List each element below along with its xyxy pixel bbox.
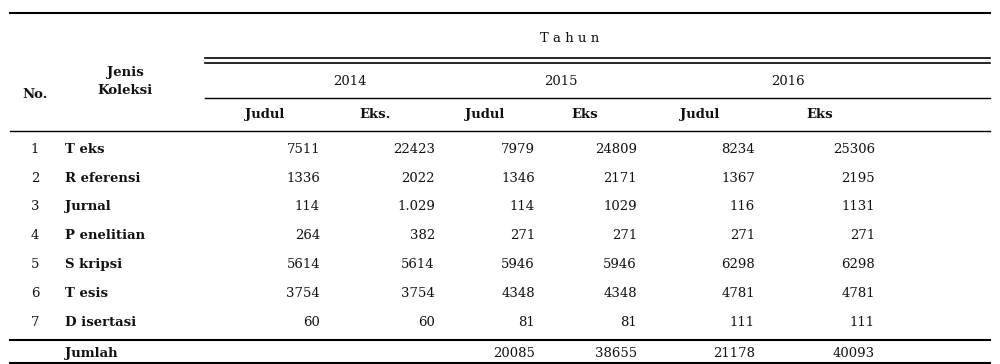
Text: 2014: 2014 [333, 75, 367, 88]
Text: 1029: 1029 [603, 200, 637, 213]
Text: 5: 5 [31, 258, 39, 271]
Text: 2022: 2022 [402, 171, 435, 185]
Text: 7979: 7979 [501, 143, 535, 156]
Text: T a h u n: T a h u n [540, 32, 600, 45]
Text: 271: 271 [510, 229, 535, 242]
Text: 111: 111 [730, 316, 755, 329]
Text: 2016: 2016 [771, 75, 804, 88]
Text: Jenis: Jenis [107, 66, 143, 79]
Text: Eks: Eks [807, 108, 833, 121]
Text: 25306: 25306 [833, 143, 875, 156]
Text: 114: 114 [510, 200, 535, 213]
Text: 3754: 3754 [286, 287, 320, 300]
Text: 1: 1 [31, 143, 39, 156]
Text: 38655: 38655 [595, 347, 637, 360]
Text: 2015: 2015 [544, 75, 578, 88]
Text: 1367: 1367 [721, 171, 755, 185]
Text: T esis: T esis [65, 287, 108, 300]
Text: 5946: 5946 [603, 258, 637, 271]
Text: 5946: 5946 [501, 258, 535, 271]
Text: 22423: 22423 [393, 143, 435, 156]
Text: 5614: 5614 [401, 258, 435, 271]
Text: 81: 81 [518, 316, 535, 329]
Text: 6: 6 [31, 287, 39, 300]
Text: 4781: 4781 [721, 287, 755, 300]
Text: 20085: 20085 [493, 347, 535, 360]
Text: 24809: 24809 [595, 143, 637, 156]
Text: 6298: 6298 [841, 258, 875, 271]
Text: P enelitian: P enelitian [65, 229, 145, 242]
Text: R eferensi: R eferensi [65, 171, 140, 185]
Text: 4781: 4781 [841, 287, 875, 300]
Text: Jurnal: Jurnal [65, 200, 111, 213]
Text: 5614: 5614 [286, 258, 320, 271]
Text: T eks: T eks [65, 143, 104, 156]
Text: 116: 116 [730, 200, 755, 213]
Text: No.: No. [22, 88, 48, 101]
Text: Jumlah: Jumlah [65, 347, 118, 360]
Text: 4348: 4348 [501, 287, 535, 300]
Text: Eks: Eks [572, 108, 598, 121]
Text: Eks.: Eks. [359, 108, 391, 121]
Text: 271: 271 [612, 229, 637, 242]
Text: 40093: 40093 [833, 347, 875, 360]
Text: 8234: 8234 [721, 143, 755, 156]
Text: Judul: Judul [465, 108, 505, 121]
Text: 271: 271 [850, 229, 875, 242]
Text: 7511: 7511 [286, 143, 320, 156]
Text: 3: 3 [31, 200, 39, 213]
Text: 1131: 1131 [841, 200, 875, 213]
Text: 6298: 6298 [721, 258, 755, 271]
Text: 1.029: 1.029 [397, 200, 435, 213]
Text: 264: 264 [295, 229, 320, 242]
Text: 4348: 4348 [603, 287, 637, 300]
Text: 60: 60 [303, 316, 320, 329]
Text: Judul: Judul [245, 108, 285, 121]
Text: 4: 4 [31, 229, 39, 242]
Text: Koleksi: Koleksi [97, 84, 153, 98]
Text: 21178: 21178 [713, 347, 755, 360]
Text: D isertasi: D isertasi [65, 316, 136, 329]
Text: 271: 271 [730, 229, 755, 242]
Text: 60: 60 [418, 316, 435, 329]
Text: 2195: 2195 [841, 171, 875, 185]
Text: 1346: 1346 [501, 171, 535, 185]
Text: 2: 2 [31, 171, 39, 185]
Text: 81: 81 [620, 316, 637, 329]
Text: 111: 111 [850, 316, 875, 329]
Text: 1336: 1336 [286, 171, 320, 185]
Text: S kripsi: S kripsi [65, 258, 122, 271]
Text: 382: 382 [410, 229, 435, 242]
Text: Judul: Judul [680, 108, 720, 121]
Text: 2171: 2171 [603, 171, 637, 185]
Text: 3754: 3754 [401, 287, 435, 300]
Text: 7: 7 [31, 316, 39, 329]
Text: 114: 114 [295, 200, 320, 213]
